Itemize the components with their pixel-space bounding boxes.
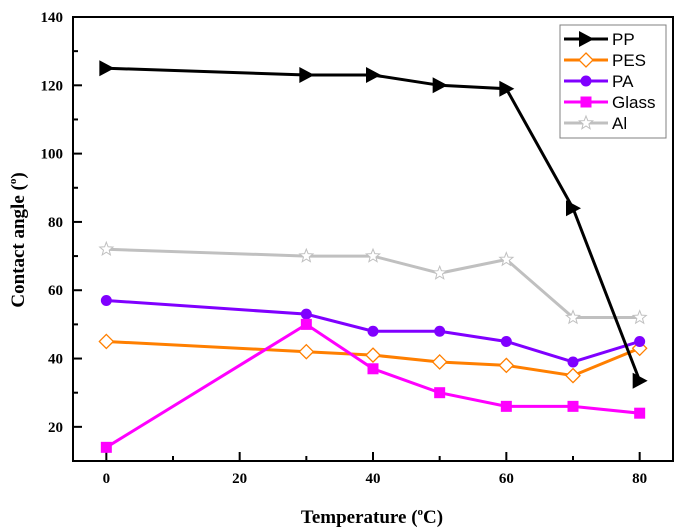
- y-tick-label: 140: [41, 10, 64, 26]
- series-pa: [100, 294, 646, 368]
- series-line-glass: [105, 322, 640, 449]
- legend-marker: [580, 75, 592, 87]
- series-al: [98, 240, 648, 325]
- series-layer: [98, 60, 648, 453]
- data-point-pa: [367, 325, 379, 337]
- data-point-glass: [300, 318, 312, 330]
- data-point-pa: [634, 335, 646, 347]
- y-tick-label: 120: [41, 78, 64, 94]
- legend-marker: [579, 31, 594, 47]
- data-point-pes: [498, 357, 515, 374]
- legend-item-glass: Glass: [564, 93, 655, 112]
- x-tick-label: 0: [103, 471, 111, 487]
- y-tick-label: 100: [41, 147, 64, 163]
- y-tick-label: 60: [48, 283, 63, 299]
- data-point-glass: [367, 363, 379, 375]
- legend-item-pa: PA: [564, 72, 634, 91]
- data-point-al: [98, 240, 115, 257]
- legend-item-al: Al: [564, 114, 627, 133]
- data-point-pes: [98, 333, 115, 350]
- data-point-al: [564, 309, 582, 325]
- legend-label: Al: [612, 114, 627, 133]
- data-point-al: [498, 251, 515, 267]
- data-point-pes: [365, 347, 381, 364]
- legend-item-pp: PP: [564, 30, 635, 49]
- data-point-al: [298, 247, 315, 263]
- x-axis-title: Temperature (oC): [301, 506, 443, 528]
- legend-label: PES: [612, 51, 646, 70]
- data-point-pp: [632, 372, 648, 389]
- legend-item-pes: PES: [564, 51, 646, 70]
- data-point-al: [364, 247, 382, 263]
- legend-label: Glass: [612, 93, 655, 112]
- x-tick-label: 40: [366, 471, 381, 487]
- data-point-pa: [500, 335, 512, 347]
- legend-marker: [580, 96, 592, 108]
- data-point-glass: [500, 400, 512, 412]
- data-point-glass: [634, 407, 646, 419]
- data-point-pa: [100, 294, 112, 306]
- data-point-glass: [100, 441, 112, 453]
- y-axis-title: Contact angle (o): [7, 172, 29, 307]
- data-point-pes: [431, 354, 448, 370]
- x-tick-label: 60: [499, 471, 514, 487]
- series-glass: [100, 318, 646, 453]
- legend-marker: [577, 114, 595, 130]
- data-point-pp: [99, 60, 115, 77]
- legend-marker: [578, 52, 594, 68]
- x-tick-label: 80: [632, 471, 647, 487]
- series-pp: [99, 60, 648, 389]
- data-point-al: [431, 264, 448, 280]
- legend-label: PP: [612, 30, 635, 49]
- legend-label: PA: [612, 72, 634, 91]
- y-tick-label: 80: [48, 215, 63, 231]
- data-point-pp: [499, 80, 515, 97]
- data-point-pes: [565, 367, 581, 384]
- data-point-pa: [434, 325, 446, 337]
- data-point-pes: [298, 343, 315, 360]
- y-tick-label: 40: [48, 352, 63, 368]
- y-tick-label: 20: [48, 420, 63, 436]
- data-point-al: [631, 309, 648, 325]
- data-point-pp: [299, 67, 315, 84]
- axes: 0 20 40 60 80 20 40 60 80 100 120 140: [41, 10, 674, 487]
- data-point-pp: [432, 77, 448, 94]
- data-point-pp: [366, 67, 381, 84]
- data-point-pa: [300, 308, 312, 320]
- data-point-glass: [434, 387, 446, 399]
- legend: PP PES PA Glass Al: [559, 24, 667, 139]
- x-tick-label: 20: [232, 471, 247, 487]
- data-point-pp: [566, 200, 581, 217]
- data-point-glass: [567, 400, 579, 412]
- data-point-pa: [567, 356, 579, 368]
